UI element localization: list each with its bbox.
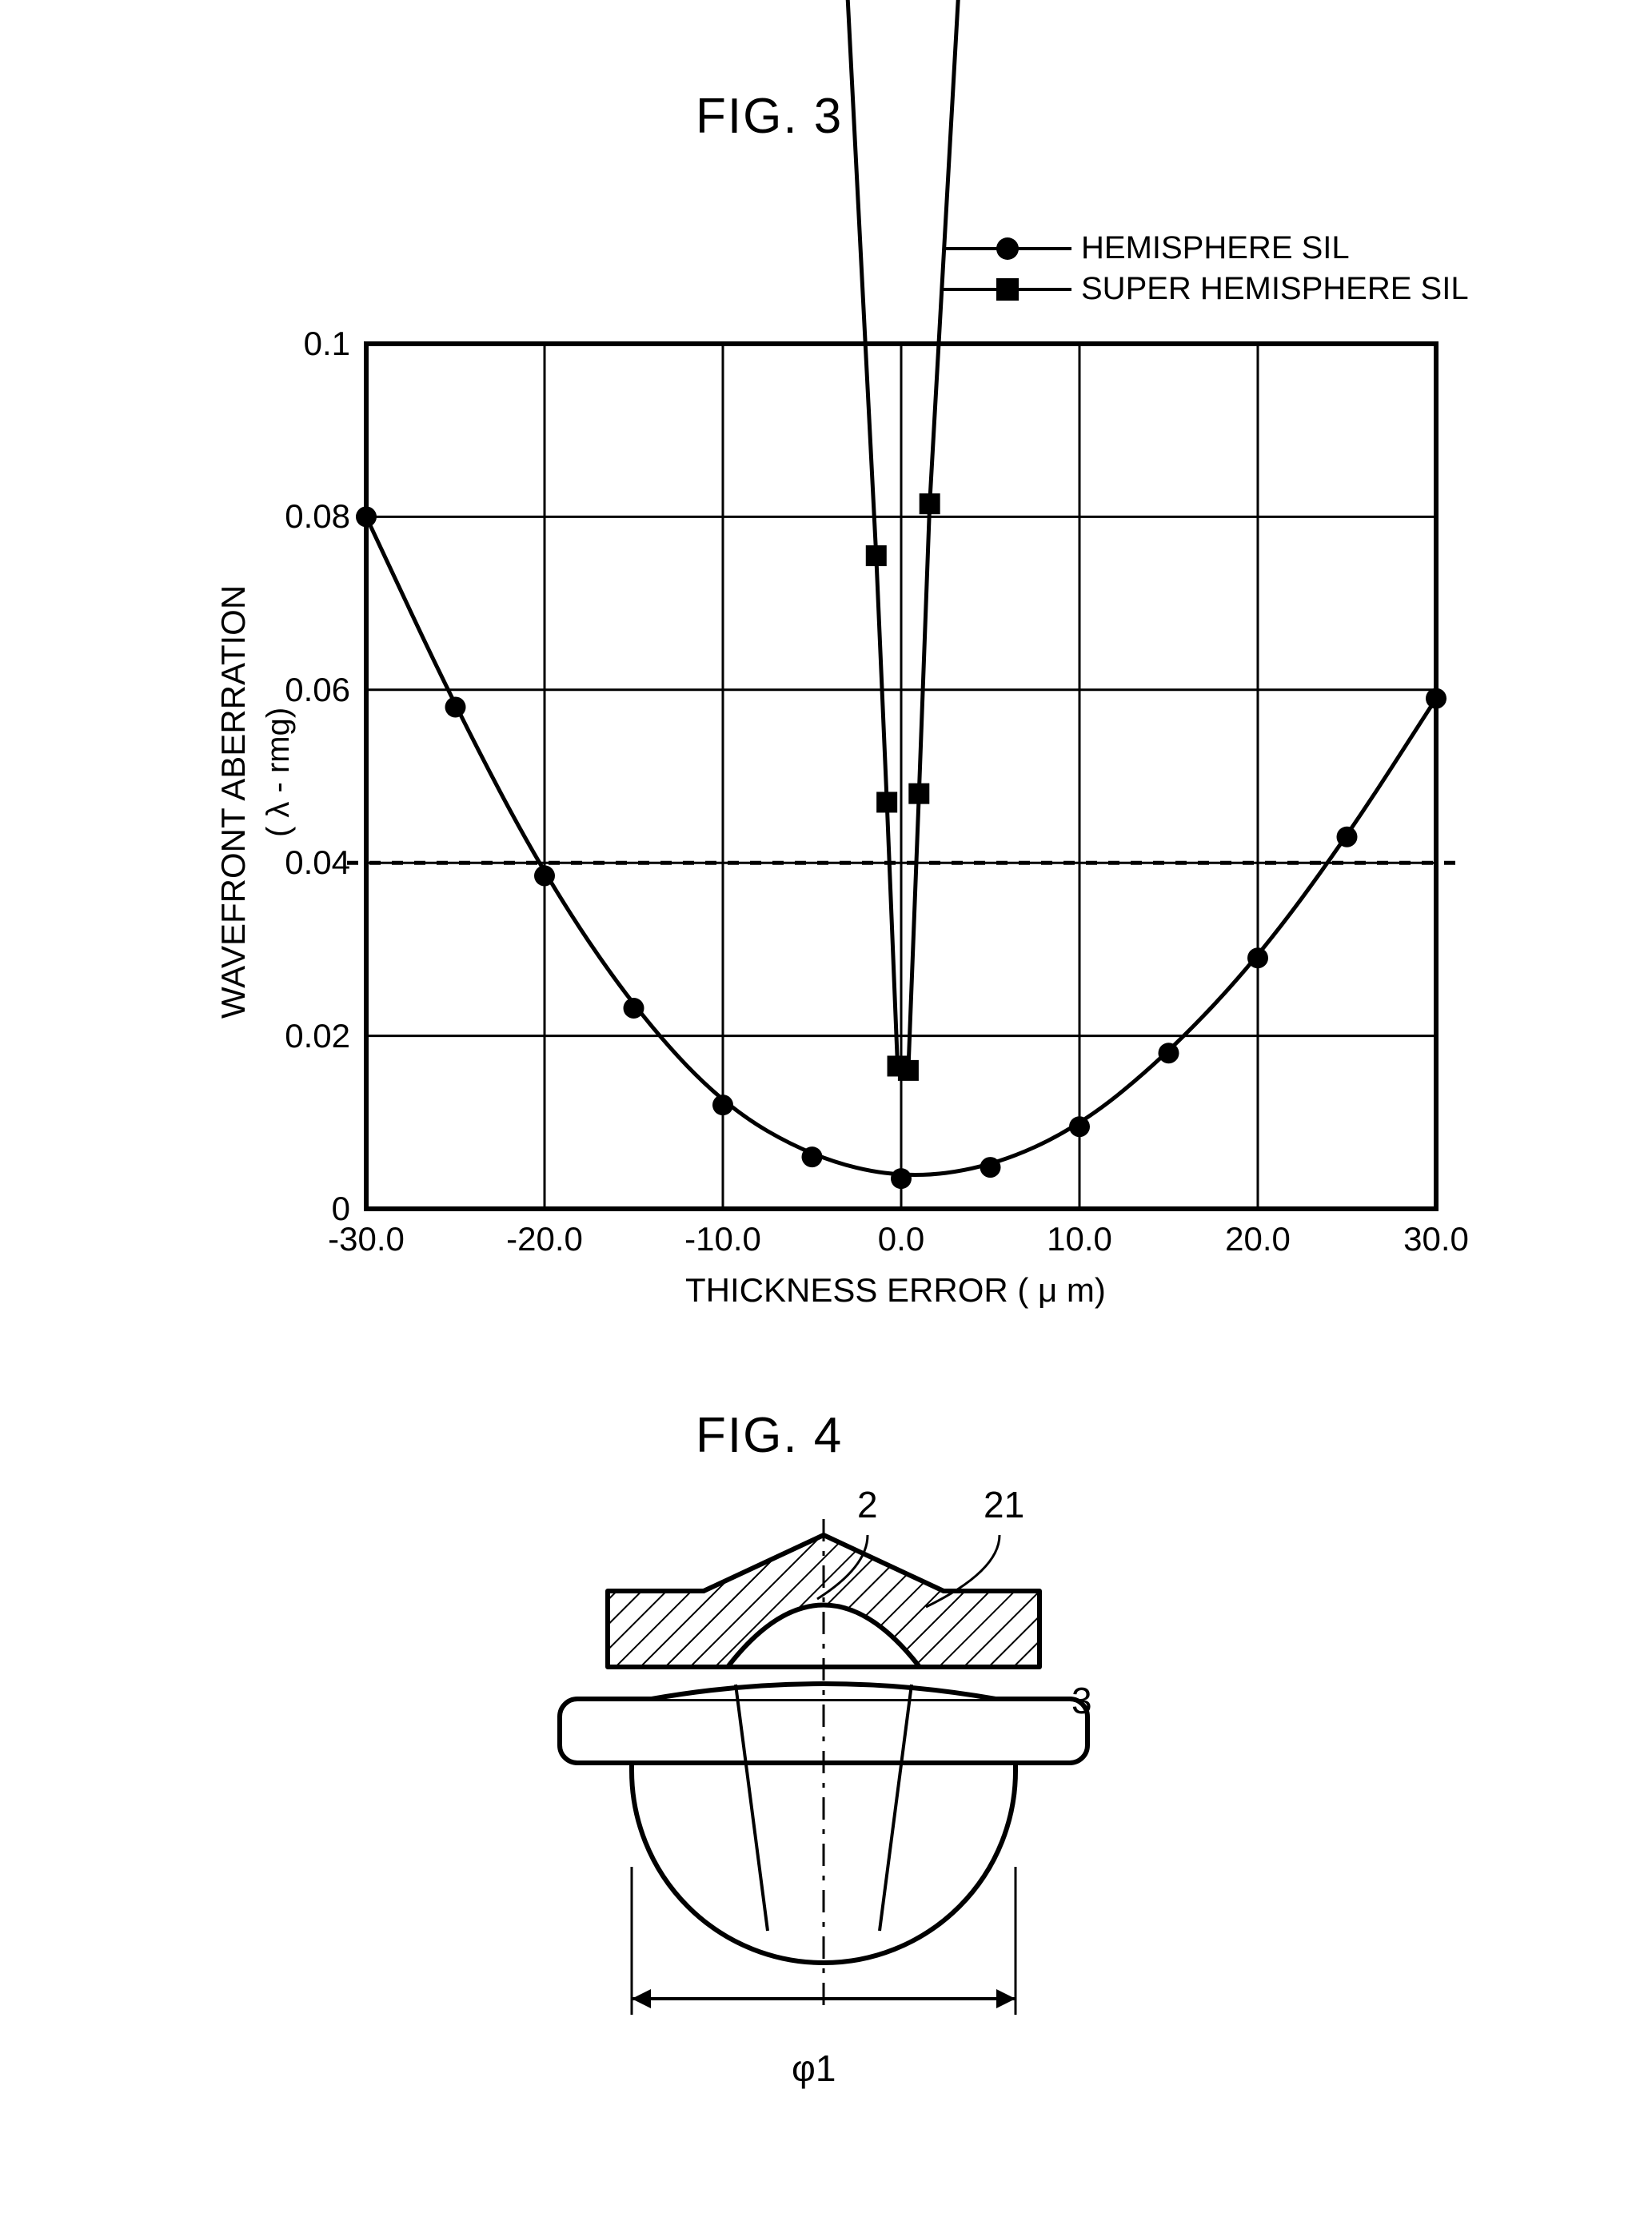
x-tick: 20.0 bbox=[1225, 1220, 1291, 1258]
circle-marker-icon bbox=[996, 237, 1019, 260]
y-tick: 0.04 bbox=[262, 843, 350, 882]
fig3-title: FIG. 3 bbox=[696, 88, 843, 145]
phi-label: φ1 bbox=[792, 2047, 836, 2090]
legend-line bbox=[944, 247, 1071, 250]
x-tick: 0.0 bbox=[878, 1220, 924, 1258]
chart-svg bbox=[366, 344, 1436, 1209]
y-tick: 0.08 bbox=[262, 497, 350, 536]
square-marker-icon bbox=[996, 278, 1019, 301]
legend-label: HEMISPHERE SIL bbox=[1081, 230, 1350, 266]
fig4-diagram bbox=[496, 1487, 1151, 2095]
fig4-title: FIG. 4 bbox=[696, 1407, 843, 1464]
x-tick: 10.0 bbox=[1047, 1220, 1112, 1258]
chart-legend: HEMISPHERE SIL SUPER HEMISPHERE SIL bbox=[944, 230, 1469, 312]
x-tick: -30.0 bbox=[328, 1220, 405, 1258]
callout-number: 2 bbox=[857, 1483, 878, 1526]
x-tick: -10.0 bbox=[684, 1220, 761, 1258]
x-axis-label: THICKNESS ERROR ( μ m) bbox=[685, 1271, 1106, 1310]
x-tick: -20.0 bbox=[506, 1220, 583, 1258]
y-tick: 0.1 bbox=[262, 325, 350, 363]
x-tick: 30.0 bbox=[1403, 1220, 1469, 1258]
y-axis-sublabel: ( λ - rmg) bbox=[261, 708, 297, 837]
legend-item: SUPER HEMISPHERE SIL bbox=[944, 271, 1469, 307]
y-tick: 0.02 bbox=[262, 1017, 350, 1055]
callout-number: 3 bbox=[1071, 1679, 1092, 1722]
fig3-chart bbox=[366, 344, 1436, 1209]
legend-item: HEMISPHERE SIL bbox=[944, 230, 1469, 266]
legend-label: SUPER HEMISPHERE SIL bbox=[1081, 271, 1469, 307]
y-tick: 0.06 bbox=[262, 671, 350, 709]
y-axis-label: WAVEFRONT ABERRATION bbox=[214, 585, 253, 1019]
callout-number: 21 bbox=[984, 1483, 1024, 1526]
legend-line bbox=[944, 288, 1071, 291]
